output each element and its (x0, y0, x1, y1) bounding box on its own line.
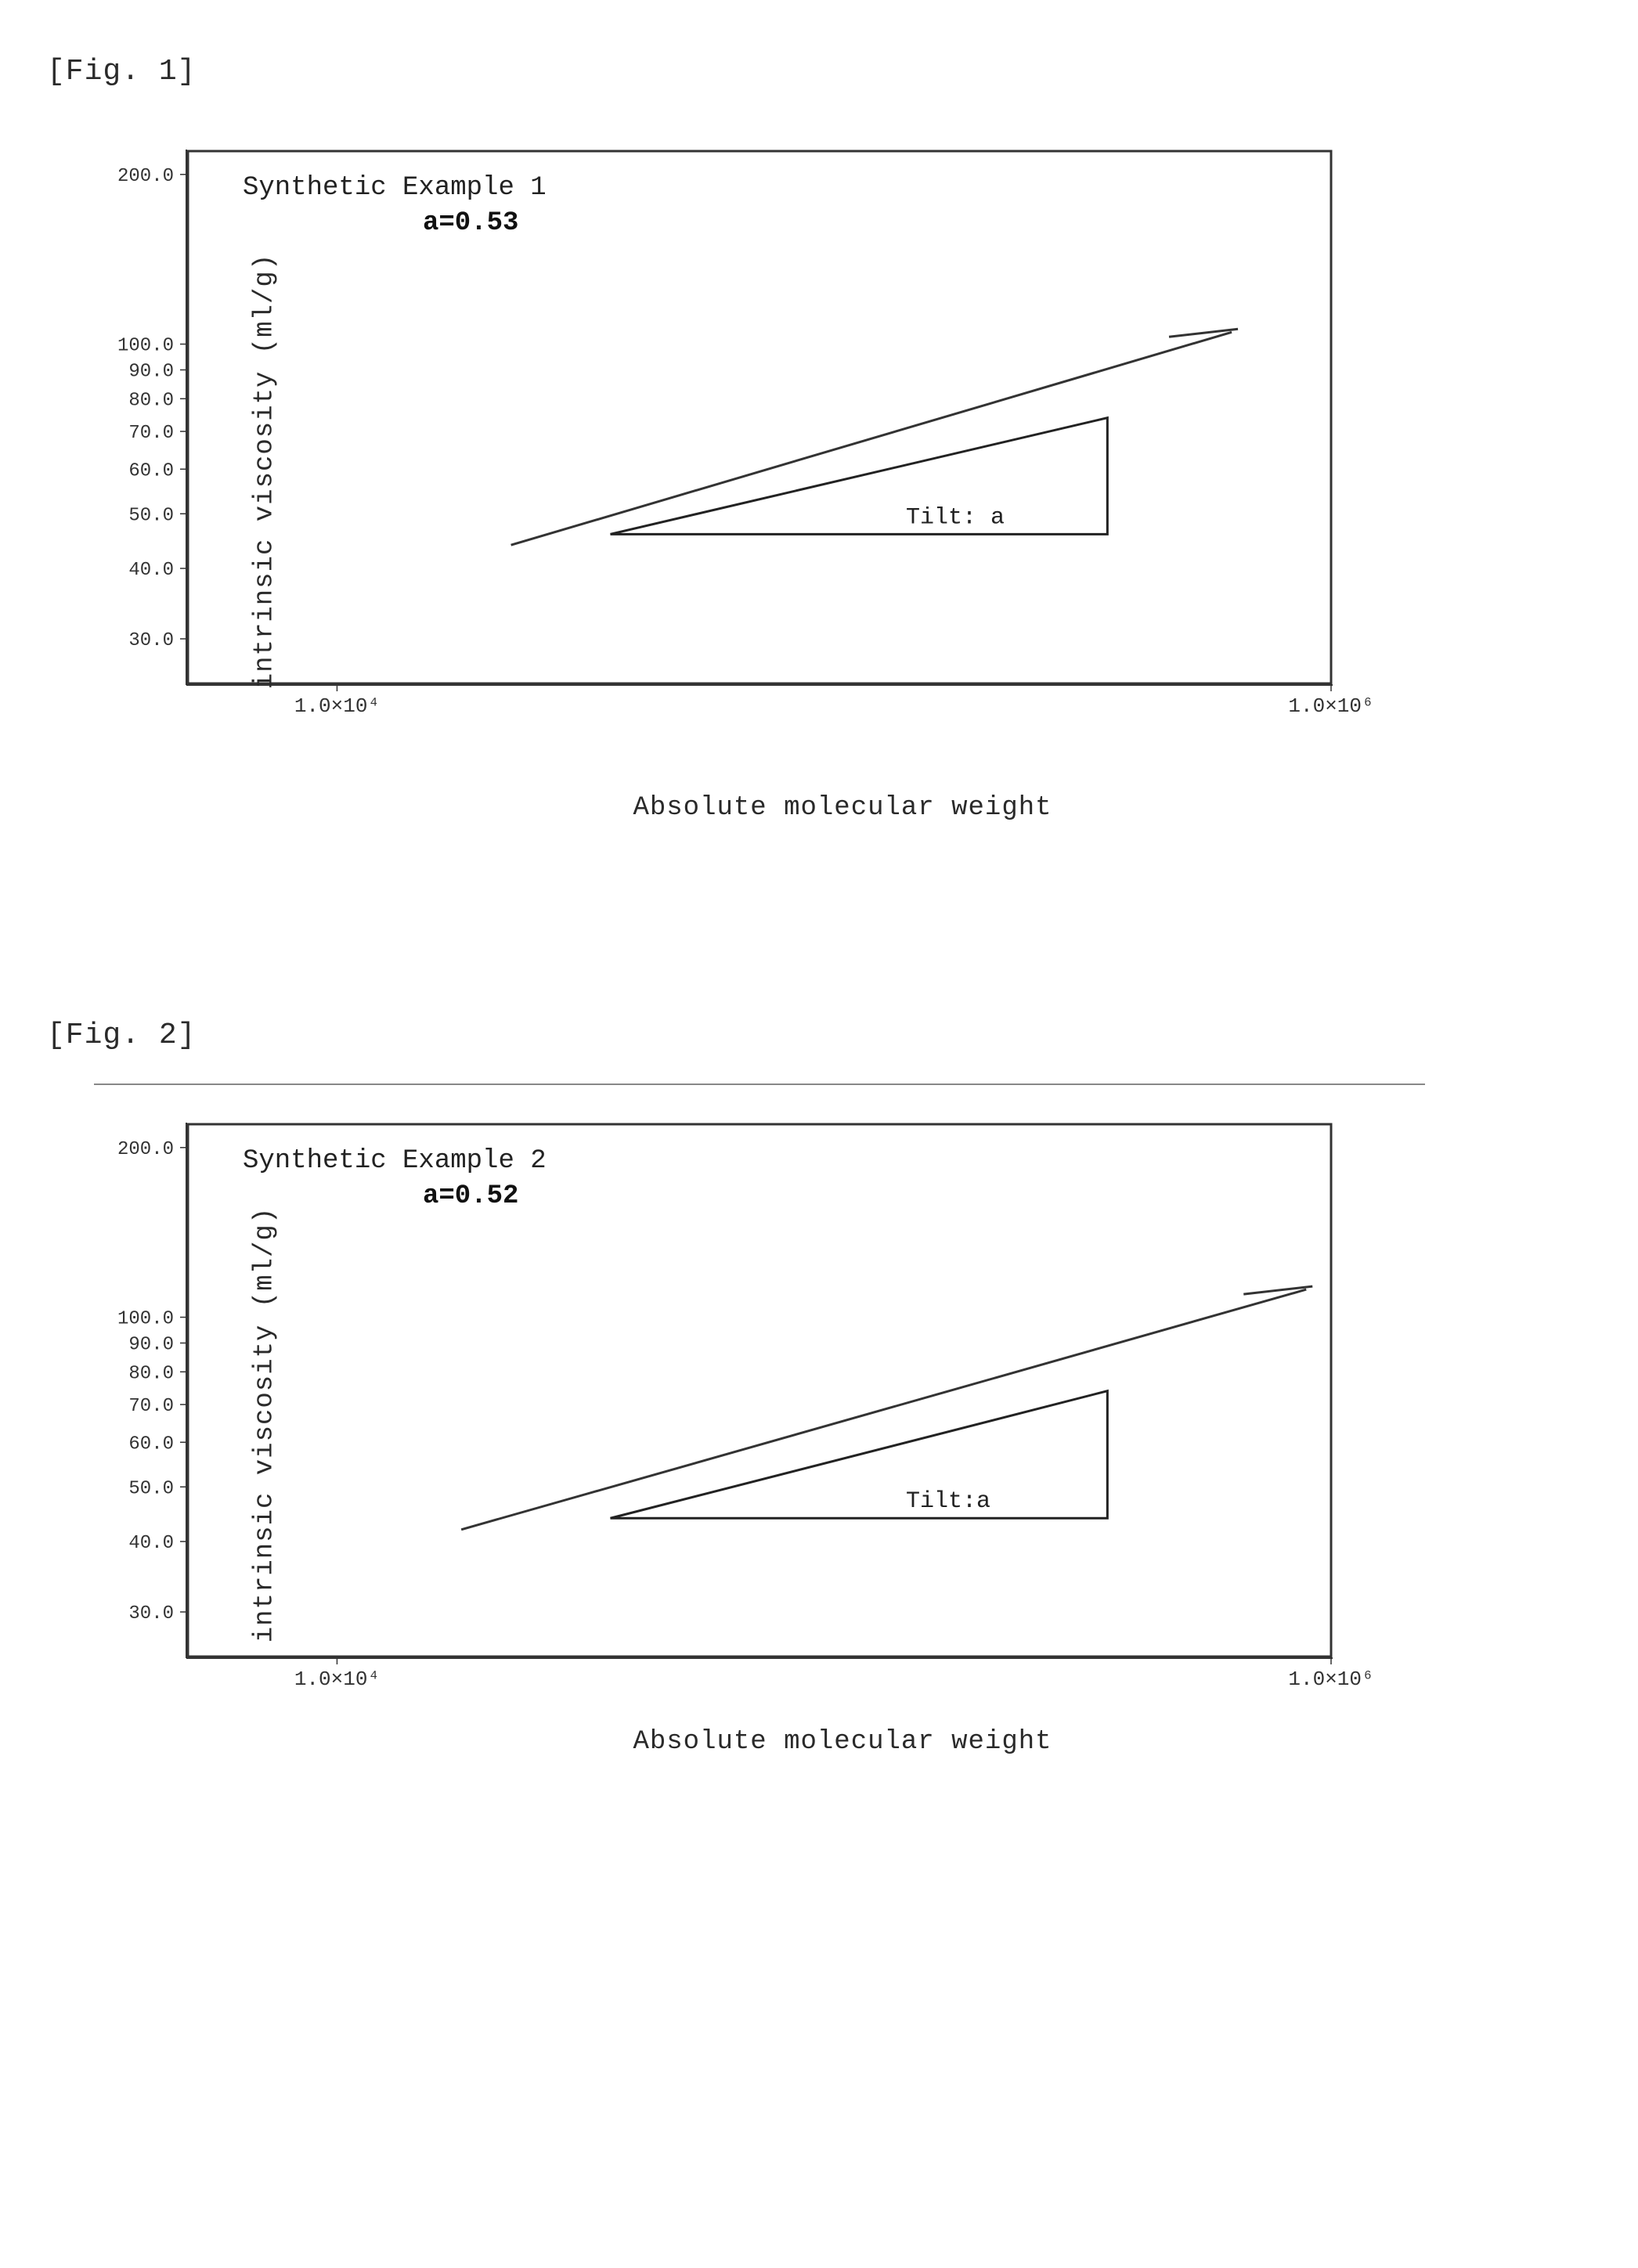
chart-2-tilt-label: Tilt:a (906, 1488, 990, 1515)
chart-2-xtick-label: 1.0×10⁴ (294, 1668, 380, 1691)
chart-2-frame (188, 1124, 1331, 1657)
figure-label-2: [Fig. 2] (47, 1019, 1591, 1052)
chart-2-ylabel: intrinsic viscosity (ml/g) (250, 1207, 280, 1643)
separator-line (94, 1084, 1425, 1085)
chart-2-subtitle: a=0.52 (423, 1181, 518, 1211)
chart-1-ytick-label: 70.0 (128, 423, 174, 444)
chart-1-xlabel: Absolute molecular weight (94, 793, 1591, 823)
chart-1-ytick-label: 40.0 (128, 560, 174, 581)
chart-1-ytick-label: 30.0 (128, 630, 174, 651)
chart-2-ytick-label: 100.0 (117, 1309, 174, 1330)
chart-2-series-line (461, 1289, 1306, 1530)
chart-2-svg: 30.0 40.0 50.0 60.0 70.0 80.0 90.0 100.0 200.0 1.… (94, 1093, 1425, 1719)
chart-2-ytick-label: 70.0 (128, 1396, 174, 1417)
chart-1-series-line (511, 332, 1232, 545)
chart-2-tilt-triangle (611, 1391, 1108, 1519)
chart-1-subtitle: a=0.53 (423, 208, 518, 238)
chart-2-ytick-label: 50.0 (128, 1478, 174, 1499)
chart-2-ytick-label: 30.0 (128, 1603, 174, 1624)
chart-1-ytick-label: 90.0 (128, 361, 174, 382)
chart-1-svg: 30.0 40.0 50.0 60.0 70.0 80.0 90.0 100.0 200.0 1.… (94, 120, 1425, 746)
chart-1-tilt-triangle (611, 418, 1108, 535)
chart-1-xtick-label: 1.0×10⁴ (294, 694, 380, 718)
chart-2-xlabel: Absolute molecular weight (94, 1727, 1591, 1757)
chart-2-wrapper: intrinsic viscosity (ml/g) 30.0 40.0 50.0 6… (94, 1093, 1591, 1757)
chart-1-xtick-label: 1.0×10⁶ (1288, 694, 1373, 718)
chart-1-wrapper: intrinsic viscosity (ml/g) 30.0 40.0 50.0 6… (94, 120, 1591, 823)
chart-1-tilt-label: Tilt: a (906, 504, 1005, 531)
chart-1-ytick-label: 100.0 (117, 336, 174, 357)
chart-2-ytick-label: 40.0 (128, 1533, 174, 1554)
chart-2-ytick-label: 60.0 (128, 1433, 174, 1455)
chart-1-ytick-label: 50.0 (128, 505, 174, 526)
chart-1-ytick-label: 60.0 (128, 460, 174, 481)
chart-2-ytick-label: 80.0 (128, 1363, 174, 1384)
chart-2-ytick-label: 90.0 (128, 1334, 174, 1355)
chart-1-ytick-label: 200.0 (117, 166, 174, 187)
chart-2-title: Synthetic Example 2 (243, 1146, 547, 1176)
chart-1-title: Synthetic Example 1 (243, 173, 547, 203)
chart-1-frame (188, 151, 1331, 683)
chart-2-xtick-label: 1.0×10⁶ (1288, 1668, 1373, 1691)
chart-2-ytick-label: 200.0 (117, 1139, 174, 1160)
figure-label-1: [Fig. 1] (47, 55, 1591, 88)
chart-1-ylabel: intrinsic viscosity (ml/g) (250, 254, 280, 690)
chart-1-ytick-label: 80.0 (128, 390, 174, 411)
